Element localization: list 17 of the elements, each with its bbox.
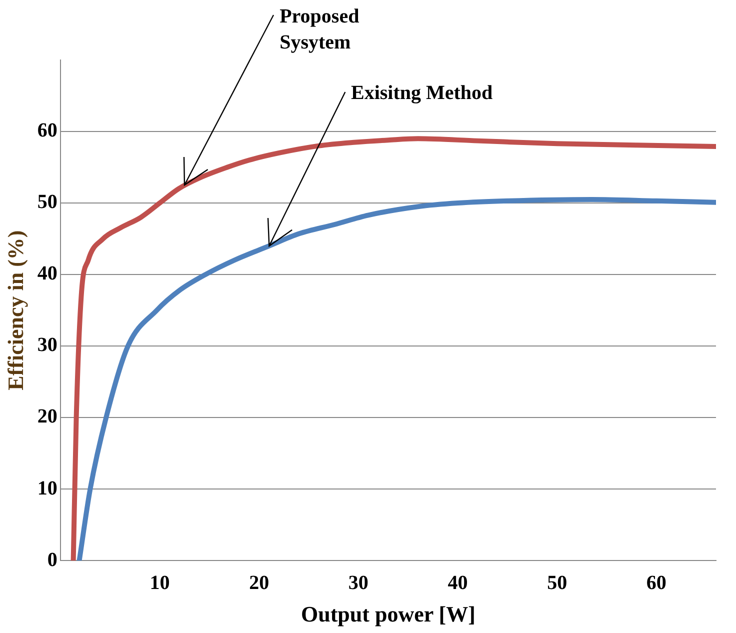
y-axis-title: Efficiency in (%) — [2, 230, 28, 390]
x-tick-label: 10 — [150, 572, 170, 594]
y-tick-label: 10 — [37, 477, 58, 500]
x-tick-label: 60 — [646, 572, 666, 594]
x-tick-label: 30 — [348, 572, 368, 594]
x-tick-label: 50 — [547, 572, 568, 594]
x-tick-label: 20 — [249, 572, 270, 594]
y-tick-label: 40 — [37, 262, 58, 285]
x-axis-title: Output power [W] — [301, 601, 476, 626]
y-tick-label: 0 — [47, 548, 58, 571]
y-tick-label: 20 — [37, 406, 58, 428]
y-tick-label: 30 — [37, 334, 58, 356]
y-tick-label: 50 — [37, 191, 58, 214]
annotation: Exisitng Method — [351, 82, 493, 104]
y-tick-label: 60 — [37, 120, 58, 142]
x-tick-label: 40 — [448, 572, 468, 594]
annotation: Proposed Sysytem — [280, 5, 360, 54]
